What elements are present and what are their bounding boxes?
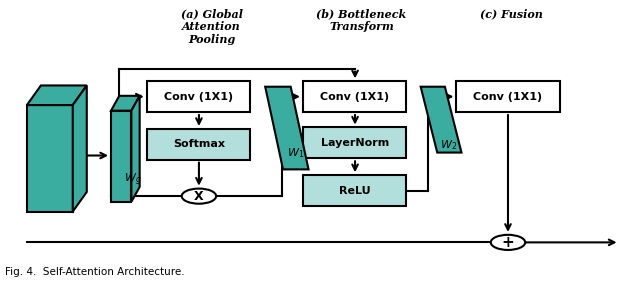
Polygon shape: [111, 96, 140, 111]
Text: X: X: [194, 190, 204, 203]
Text: ReLU: ReLU: [339, 186, 371, 196]
Text: $W_g$: $W_g$: [124, 172, 142, 188]
Text: LayerNorm: LayerNorm: [321, 138, 389, 148]
Circle shape: [182, 188, 216, 204]
Text: Fig. 4.  Self-Attention Architecture.: Fig. 4. Self-Attention Architecture.: [4, 267, 184, 277]
Text: $W_2$: $W_2$: [440, 138, 458, 152]
FancyBboxPatch shape: [27, 105, 73, 212]
Circle shape: [491, 235, 525, 250]
Polygon shape: [420, 87, 461, 153]
FancyBboxPatch shape: [147, 81, 250, 112]
FancyBboxPatch shape: [303, 175, 406, 206]
Text: Conv (1X1): Conv (1X1): [474, 92, 543, 102]
Text: Conv (1X1): Conv (1X1): [164, 92, 234, 102]
Text: (c) Fusion: (c) Fusion: [480, 8, 543, 20]
Text: +: +: [502, 235, 515, 250]
Text: Softmax: Softmax: [173, 139, 225, 149]
Text: (b) Bottleneck
Transform: (b) Bottleneck Transform: [316, 8, 406, 32]
Polygon shape: [131, 96, 140, 202]
Polygon shape: [73, 85, 87, 212]
Text: Conv (1X1): Conv (1X1): [321, 92, 390, 102]
FancyBboxPatch shape: [147, 129, 250, 160]
FancyBboxPatch shape: [456, 81, 559, 112]
Polygon shape: [265, 87, 308, 170]
FancyBboxPatch shape: [303, 127, 406, 158]
FancyBboxPatch shape: [303, 81, 406, 112]
Text: (a) Global
Attention
Pooling: (a) Global Attention Pooling: [180, 8, 243, 45]
Text: $W_1$: $W_1$: [287, 146, 305, 160]
Polygon shape: [27, 85, 87, 105]
FancyBboxPatch shape: [111, 111, 131, 202]
